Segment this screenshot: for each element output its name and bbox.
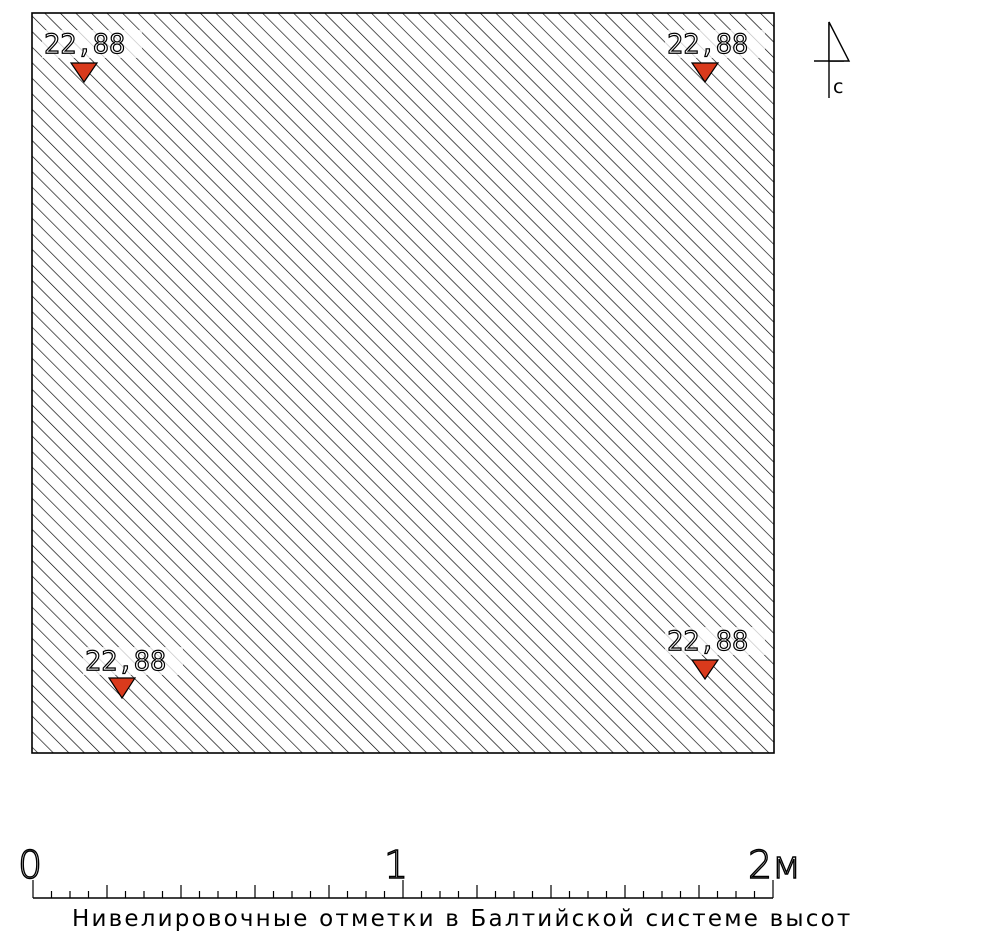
scale-label-1: 1 bbox=[384, 843, 408, 887]
elevation-mark-bottom-left: 22,88 bbox=[83, 645, 183, 700]
caption: Нивелировочные отметки в Балтийской сист… bbox=[72, 906, 853, 932]
north-arrow-icon: с bbox=[814, 21, 851, 98]
elevation-mark-bottom-right: 22,88 bbox=[665, 625, 765, 681]
scale-bar: 0 1 2м bbox=[17, 842, 802, 899]
north-label: с bbox=[833, 76, 843, 98]
elevation-mark-top-left: 22,88 bbox=[42, 28, 142, 84]
elevation-marker-icon bbox=[690, 62, 720, 84]
elevation-value: 22,88 bbox=[85, 646, 166, 677]
elevation-marker-icon bbox=[69, 62, 99, 84]
elevation-mark-top-right: 22,88 bbox=[665, 28, 765, 84]
elevation-marker-icon bbox=[690, 659, 720, 681]
elevation-value: 22,88 bbox=[667, 626, 748, 657]
elevation-marker-icon bbox=[107, 677, 137, 700]
elevation-value: 22,88 bbox=[44, 29, 125, 60]
scale-ticks bbox=[32, 880, 774, 898]
scale-label-0: 0 bbox=[18, 843, 42, 887]
plot-border bbox=[31, 12, 775, 754]
plot-area bbox=[31, 12, 775, 754]
scale-label-2: 2м bbox=[748, 843, 801, 887]
hatched-fill bbox=[32, 13, 774, 753]
elevation-value: 22,88 bbox=[667, 29, 748, 60]
